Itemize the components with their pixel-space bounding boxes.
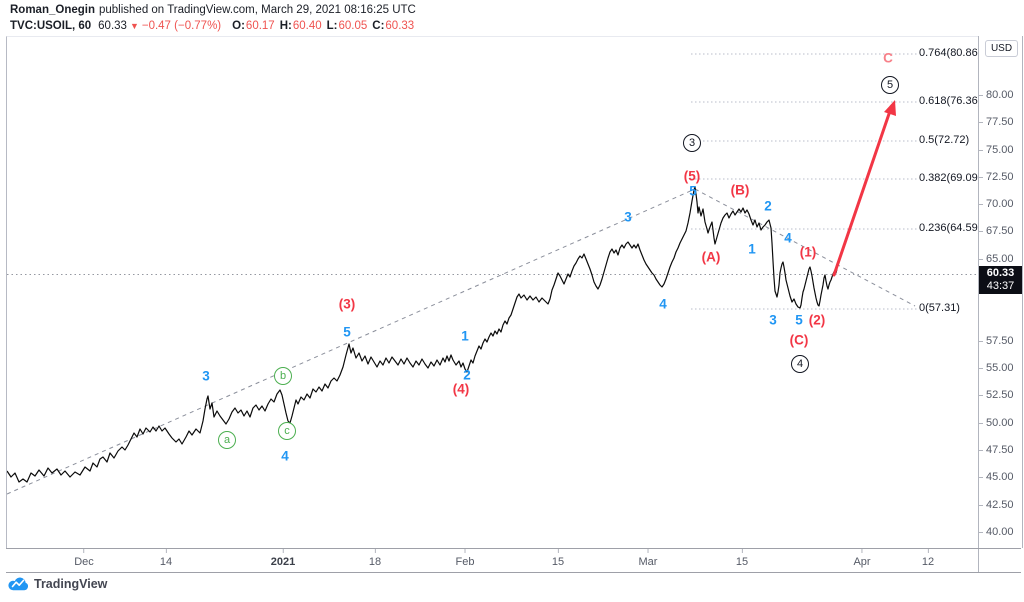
bar-countdown: 43:37: [986, 280, 1015, 292]
author-name: Roman_Onegin: [10, 4, 95, 16]
price-axis[interactable]: USD 80.00 77.50 75.00 72.50 70.00 67.50 …: [978, 36, 1023, 565]
time-tick: Feb: [456, 549, 474, 568]
publish-info: published on TradingView.com, March 29, …: [98, 4, 416, 16]
price-tick: 80.00: [979, 89, 1014, 101]
time-tick: 2021: [271, 549, 295, 568]
tick-mark: [464, 549, 466, 553]
ohlc-item: O:60.17: [232, 20, 275, 32]
price-tick: 77.50: [979, 116, 1014, 128]
down-arrow-icon: ▼: [129, 21, 139, 31]
price-series-line: [7, 186, 838, 483]
currency-badge: USD: [985, 40, 1018, 57]
axis-corner-divider: [978, 549, 979, 572]
price-tick: 50.00: [979, 417, 1014, 429]
fib-lines: [691, 53, 917, 310]
tradingview-wordmark: TradingView: [34, 576, 108, 591]
tick-dash: [979, 230, 983, 232]
tick-mark: [282, 549, 284, 553]
price-tick: 75.00: [979, 144, 1014, 156]
tick-dash: [979, 422, 983, 424]
publish-line: Roman_Onegin published on TradingView.com…: [10, 3, 416, 18]
rising-trendline: [7, 188, 696, 495]
time-tick: 15: [552, 549, 564, 568]
time-tick: 15: [736, 549, 748, 568]
time-tick: 14: [160, 549, 172, 568]
tick-dash: [979, 367, 983, 369]
tick-dash: [979, 531, 983, 533]
tick-dash: [979, 504, 983, 506]
tradingview-logo-icon: [8, 577, 28, 591]
symbol-line: TVC:USOIL, 60 60.33 ▼ −0.47 (−0.77%) O:60.17…: [10, 19, 416, 34]
falling-trendline: [694, 188, 916, 307]
projection-arrowhead: [884, 100, 896, 116]
projection-arrow: [832, 106, 893, 277]
time-tick: Apr: [853, 549, 871, 568]
price-tick: 55.00: [979, 362, 1014, 374]
price-tick: 42.50: [979, 499, 1014, 511]
tick-mark: [927, 549, 929, 553]
price-plot: [7, 53, 979, 495]
tick-mark: [741, 549, 743, 553]
last-price: 60.33: [98, 20, 127, 32]
price-tick: 70.00: [979, 198, 1014, 210]
chart-pane[interactable]: [6, 36, 979, 549]
tick-mark: [83, 549, 85, 553]
tick-mark: [374, 549, 376, 553]
tick-dash: [979, 94, 983, 96]
ohlc-item: L:60.05: [326, 20, 368, 32]
price-tick: 65.00: [979, 253, 1014, 265]
tick-dash: [979, 121, 983, 123]
ohlc-group: O:60.17 H:60.40 L:60.05 C:60.33: [227, 20, 414, 32]
price-tick: 72.50: [979, 171, 1014, 183]
price-tick: 40.00: [979, 526, 1014, 538]
tradingview-branding[interactable]: TradingView: [8, 576, 107, 591]
time-axis[interactable]: Dec 14 2021 18 Feb 15 Mar 15 Apr 12: [6, 548, 1021, 573]
chart-header: Roman_Onegin published on TradingView.com…: [10, 3, 416, 34]
tick-dash: [979, 476, 983, 478]
tick-mark: [557, 549, 559, 553]
tick-dash: [979, 203, 983, 205]
time-tick: Mar: [639, 549, 657, 568]
ohlc-item: H:60.40: [279, 20, 322, 32]
tick-mark: [165, 549, 167, 553]
price-tick: 47.50: [979, 444, 1014, 456]
price-tick: 57.50: [979, 335, 1014, 347]
symbol-interval: TVC:USOIL, 60: [10, 20, 92, 32]
tick-dash: [979, 340, 983, 342]
tick-dash: [979, 394, 983, 396]
tick-dash: [979, 176, 983, 178]
price-change: −0.47 (−0.77%): [141, 20, 222, 32]
tick-dash: [979, 449, 983, 451]
time-tick: Dec: [74, 549, 94, 568]
price-tick: 45.00: [979, 471, 1014, 483]
tick-mark: [647, 549, 649, 553]
price-tick: 52.50: [979, 389, 1014, 401]
ohlc-item: C:60.33: [372, 20, 415, 32]
price-tick: 67.50: [979, 225, 1014, 237]
tick-dash: [979, 258, 983, 260]
tick-dash: [979, 149, 983, 151]
last-price-tag: 60.33 43:37: [979, 266, 1022, 294]
last-price-value: 60.33: [986, 267, 1015, 279]
time-tick: 18: [369, 549, 381, 568]
tick-mark: [861, 549, 863, 553]
time-tick: 12: [922, 549, 934, 568]
